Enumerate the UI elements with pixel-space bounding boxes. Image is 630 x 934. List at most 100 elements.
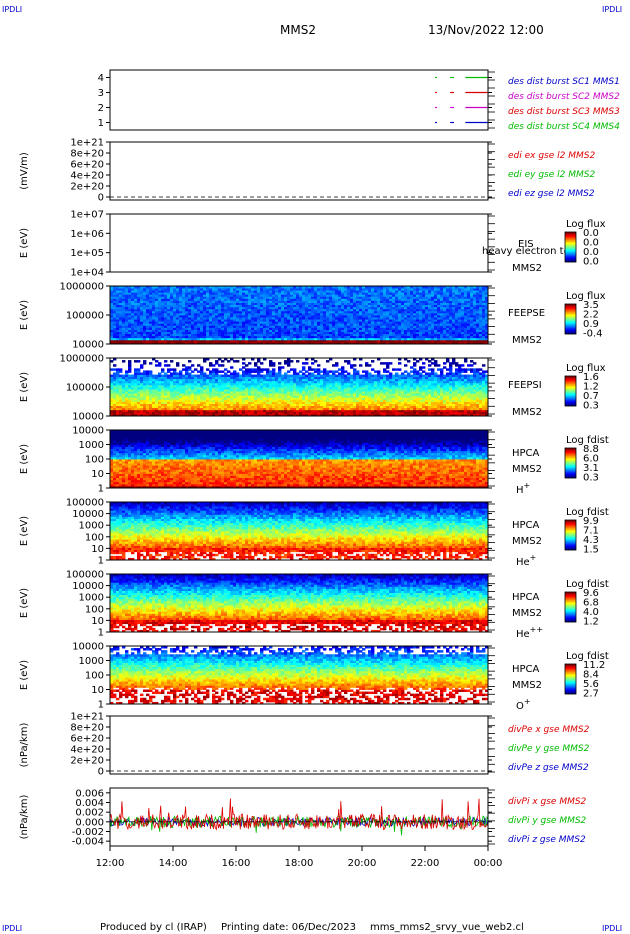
y-tick-label: 1e+04 (70, 268, 104, 279)
spectrogram-cell (116, 368, 119, 370)
spectrogram-cell (269, 360, 272, 362)
spectrogram-cell (113, 364, 116, 366)
spectrogram-cell (227, 360, 230, 362)
spectrogram-cell (167, 375, 170, 377)
y-tick-label: 4 (98, 73, 104, 84)
spectrogram-cell (164, 360, 167, 362)
spectrogram-cell (137, 360, 140, 362)
y-tick-label: 1e+05 (70, 248, 104, 259)
legend-entry: des dist burst SC4 MMS4 (508, 122, 620, 132)
y-tick-label: 2e+20 (70, 182, 104, 193)
spectrogram-cell (197, 364, 200, 366)
spectrogram-cell (266, 368, 269, 370)
spectrogram-cell (242, 362, 245, 364)
y-tick-label: 1e+06 (70, 229, 104, 240)
y-tick-label: 2 (98, 103, 104, 114)
spectrogram-cell (206, 375, 209, 377)
spectrogram-cell (218, 375, 221, 377)
spectrogram-cell (140, 373, 143, 375)
panel-spacecraft-label: MMS2 (512, 263, 542, 274)
spectrogram-cell (242, 370, 245, 372)
corner-label-br: IPDLI (602, 924, 622, 933)
spectrogram-cell (218, 370, 221, 372)
spectrogram-cell (203, 373, 206, 375)
y-axis-label: E (eV) (19, 300, 30, 330)
spectrogram-feepse (110, 286, 488, 344)
spectrogram-cell (236, 360, 239, 362)
spectrogram-cell (224, 373, 227, 375)
spectrogram-cell (245, 368, 248, 370)
spectrogram-cell (149, 362, 152, 364)
spectrogram-cell (269, 370, 272, 372)
spectrogram-cell (191, 370, 194, 372)
spectrogram-cell (194, 375, 197, 377)
panel-feepsi: 100000010000010000E (eV) FEEPSIMMS2Log fl… (19, 354, 606, 423)
spectrogram-cell (254, 362, 257, 364)
spectrogram-cell (119, 375, 122, 377)
spectrogram-cell (188, 373, 191, 375)
spectrogram-cell (254, 368, 257, 370)
spectrogram-cell (263, 368, 266, 370)
y-tick-label: 6e+20 (70, 160, 104, 171)
spectrogram-cell (167, 364, 170, 366)
legend-entry: edi ex gse l2 MMS2 (508, 151, 595, 161)
panel-frame (110, 142, 488, 200)
spectrogram-cell (206, 368, 209, 370)
spectrogram-cell (245, 364, 248, 366)
colorbar-tick-label: -0.4 (583, 329, 603, 340)
y-tick-label: 10000 (72, 340, 104, 351)
y-tick-label: 3 (98, 88, 104, 99)
spectrogram-cell (191, 375, 194, 377)
spectrogram-cell (188, 366, 191, 368)
spectrogram-cell (185, 366, 188, 368)
spectrogram-cell (113, 373, 116, 375)
corner-label-bl: IPDLI (2, 924, 22, 933)
spectrogram-cell (143, 370, 146, 372)
legend-entry: des dist burst SC3 MMS3 (508, 107, 620, 117)
spectrogram-cell (122, 360, 125, 362)
spectrogram-cell (110, 375, 113, 377)
legend-entry: des dist burst SC2 MMS2 (508, 92, 620, 102)
spectrogram-cell (134, 368, 137, 370)
spectrogram-cell (146, 370, 149, 372)
spectrogram-cell (260, 362, 263, 364)
spectrogram-cell (215, 360, 218, 362)
spectrogram-cell (197, 375, 200, 377)
spectrogram-cell (221, 375, 224, 377)
spectrogram-cell (233, 360, 236, 362)
colorbar: 3.52.20.9-0.4 (565, 300, 603, 340)
spectrogram-cell (230, 373, 233, 375)
corner-label-tr: IPDLI (602, 5, 622, 14)
spectrogram-cell (221, 364, 224, 366)
spectrogram-cell (110, 360, 113, 362)
panel-frame (110, 214, 488, 272)
spectrogram-cell (188, 360, 191, 362)
colorbar-tick-label: 0.0 (583, 257, 599, 268)
spectrogram-cell (152, 375, 155, 377)
spectrogram-cell (251, 375, 254, 377)
spectrogram-cell (170, 360, 173, 362)
spectrogram-cell (182, 375, 185, 377)
spectrogram-cell (197, 370, 200, 372)
spectrogram-cell (167, 368, 170, 370)
spectrogram-cell (242, 366, 245, 368)
spectrogram-cell (230, 366, 233, 368)
spectrogram-cell (176, 373, 179, 375)
spectrogram-cell (272, 368, 275, 370)
spectrogram-cell (191, 364, 194, 366)
spectrogram-cell (251, 368, 254, 370)
spectrogram-cell (233, 370, 236, 372)
spectrogram-cell (263, 375, 266, 377)
spectrogram-cell (239, 375, 242, 377)
spectrogram-cell (164, 364, 167, 366)
spectrogram-feepsi (110, 358, 488, 416)
spectrogram-cell (149, 370, 152, 372)
spectrogram-cell (143, 360, 146, 362)
overlay-text: heavy electron to (482, 246, 570, 257)
legend-entry: des dist burst SC1 MMS1 (508, 77, 620, 87)
spectrogram-cell (125, 370, 128, 372)
